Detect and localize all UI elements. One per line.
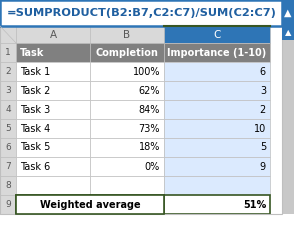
Bar xyxy=(0,62,16,81)
Text: Importance (1-10): Importance (1-10) xyxy=(167,48,267,58)
Bar xyxy=(90,176,164,195)
Bar xyxy=(164,119,270,138)
Bar xyxy=(16,195,164,214)
Bar xyxy=(16,176,90,195)
Text: 4: 4 xyxy=(5,105,11,114)
Bar xyxy=(0,176,16,195)
Text: Weighted average: Weighted average xyxy=(40,200,140,210)
Text: Task 1: Task 1 xyxy=(20,66,50,76)
Text: 5: 5 xyxy=(5,124,11,133)
Text: Weighted average: Weighted average xyxy=(40,200,140,210)
Bar xyxy=(16,26,90,43)
Text: 1: 1 xyxy=(5,48,11,57)
Text: Task 2: Task 2 xyxy=(20,86,50,96)
Text: 10: 10 xyxy=(254,124,266,134)
Text: 3: 3 xyxy=(260,86,266,96)
Bar xyxy=(164,81,270,100)
Bar xyxy=(0,119,16,138)
Text: 18%: 18% xyxy=(139,142,160,152)
Bar xyxy=(16,195,90,214)
Bar xyxy=(16,100,90,119)
Text: 3: 3 xyxy=(5,86,11,95)
Text: A: A xyxy=(49,29,56,39)
Bar xyxy=(164,62,270,81)
Bar xyxy=(164,43,270,62)
Bar xyxy=(164,176,270,195)
Text: 6: 6 xyxy=(260,66,266,76)
Text: ▲: ▲ xyxy=(285,28,291,38)
Text: Task 5: Task 5 xyxy=(20,142,50,152)
Bar xyxy=(16,157,90,176)
Bar xyxy=(16,43,90,62)
Text: 84%: 84% xyxy=(139,104,160,114)
Bar xyxy=(164,138,270,157)
Bar xyxy=(90,100,164,119)
Bar xyxy=(164,26,270,43)
Text: 6: 6 xyxy=(5,143,11,152)
Bar xyxy=(90,62,164,81)
Bar xyxy=(16,138,90,157)
Bar xyxy=(90,119,164,138)
Text: 7: 7 xyxy=(5,162,11,171)
Text: 9: 9 xyxy=(5,200,11,209)
Text: 5: 5 xyxy=(260,142,266,152)
Bar xyxy=(282,0,294,26)
Bar xyxy=(0,26,16,43)
Bar xyxy=(0,195,16,214)
Text: C: C xyxy=(213,29,221,39)
Text: 2: 2 xyxy=(260,104,266,114)
Text: ▲: ▲ xyxy=(284,8,292,18)
Bar xyxy=(90,81,164,100)
Text: Task 4: Task 4 xyxy=(20,124,50,134)
Bar xyxy=(0,100,16,119)
Text: Completion: Completion xyxy=(96,48,158,58)
Text: 2: 2 xyxy=(5,67,11,76)
Bar xyxy=(282,26,294,214)
Bar xyxy=(16,62,90,81)
Bar xyxy=(0,0,282,26)
Text: 0%: 0% xyxy=(145,162,160,172)
Bar xyxy=(0,138,16,157)
Bar xyxy=(164,100,270,119)
Bar xyxy=(90,195,164,214)
Text: 9: 9 xyxy=(260,162,266,172)
Bar xyxy=(90,26,164,43)
Text: Task 3: Task 3 xyxy=(20,104,50,114)
Bar xyxy=(0,157,16,176)
Bar xyxy=(164,195,270,214)
Text: 51%: 51% xyxy=(243,200,266,210)
Bar xyxy=(90,157,164,176)
Bar xyxy=(282,26,294,40)
Bar xyxy=(0,43,16,62)
Text: Task 6: Task 6 xyxy=(20,162,50,172)
Text: 62%: 62% xyxy=(138,86,160,96)
Bar xyxy=(90,43,164,62)
Bar xyxy=(16,119,90,138)
Bar xyxy=(90,138,164,157)
Text: 73%: 73% xyxy=(138,124,160,134)
Text: Task: Task xyxy=(20,48,44,58)
Bar xyxy=(164,157,270,176)
Text: 8: 8 xyxy=(5,181,11,190)
Bar xyxy=(16,81,90,100)
Bar xyxy=(0,26,282,214)
Bar xyxy=(0,81,16,100)
Text: 100%: 100% xyxy=(133,66,160,76)
Text: B: B xyxy=(123,29,131,39)
Text: =SUMPRODUCT(B2:B7,C2:C7)/SUM(C2:C7): =SUMPRODUCT(B2:B7,C2:C7)/SUM(C2:C7) xyxy=(7,8,277,18)
